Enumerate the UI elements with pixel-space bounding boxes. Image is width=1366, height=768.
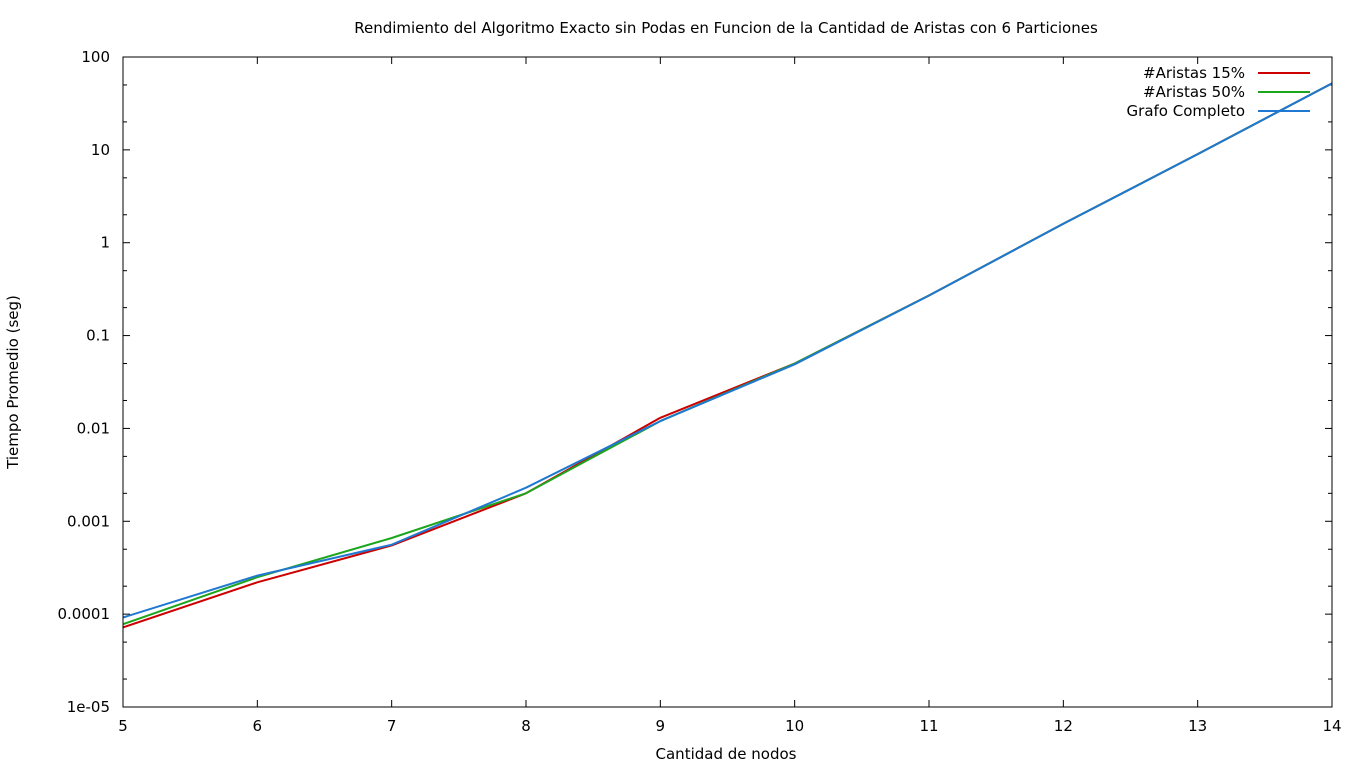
y-tick-label: 1: [100, 234, 110, 252]
y-tick-label: 0.01: [77, 419, 110, 437]
y-tick-label: 0.0001: [58, 605, 111, 623]
y-tick-label: 1e-05: [67, 698, 110, 716]
series-line: [122, 82, 1333, 629]
x-tick-label: 12: [1054, 717, 1073, 735]
y-tick-label: 0.1: [86, 327, 110, 345]
x-tick-label: 9: [656, 717, 666, 735]
y-tick-label: 0.001: [67, 512, 110, 530]
y-tick-label: 100: [81, 48, 110, 66]
plot-frame: [122, 56, 1333, 708]
x-axis-label: Cantidad de nodos: [656, 745, 797, 763]
axis-ticks: 5 6 7 8 9 10 11 12 13 14 1e-05 0.0001 0.001 0.01 0.1 1 1…: [58, 48, 1342, 735]
legend: #Aristas 15%#Aristas 50%Grafo Completo: [1127, 64, 1310, 120]
y-axis-label: Tiempo Promedio (seg): [4, 295, 22, 470]
x-tick-label: 10: [785, 717, 804, 735]
x-tick-label: 13: [1188, 717, 1207, 735]
series-lines: [122, 82, 1333, 629]
series-line: [122, 82, 1333, 619]
x-tick-label: 8: [521, 717, 531, 735]
legend-label: #Aristas 50%: [1143, 83, 1245, 101]
legend-label: #Aristas 15%: [1143, 64, 1245, 82]
series-line: [122, 82, 1333, 626]
x-tick-label: 6: [253, 717, 263, 735]
x-tick-label: 7: [387, 717, 397, 735]
x-tick-label: 11: [919, 717, 938, 735]
y-tick-label: 10: [91, 141, 110, 159]
chart-title: Rendimiento del Algoritmo Exacto sin Pod…: [354, 19, 1098, 37]
x-tick-label: 5: [118, 717, 128, 735]
x-tick-label: 14: [1322, 717, 1341, 735]
legend-label: Grafo Completo: [1127, 102, 1245, 120]
